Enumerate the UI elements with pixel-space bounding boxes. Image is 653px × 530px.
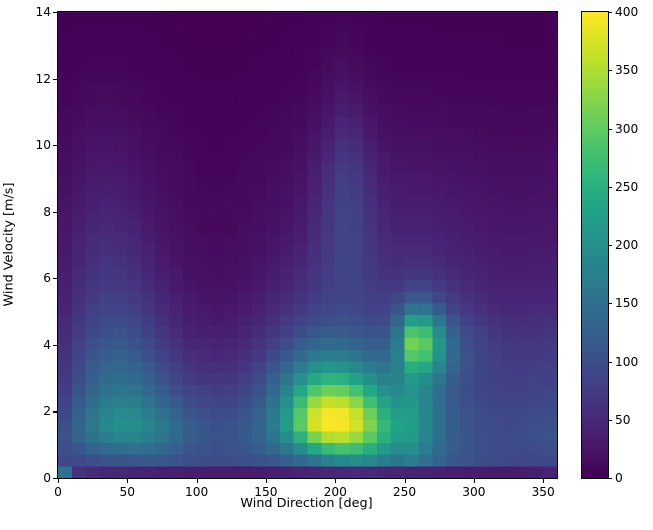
y-tick-mark: [53, 278, 57, 280]
colorbar-tick-label: 300: [615, 121, 639, 136]
y-tick-label: 6: [43, 271, 51, 286]
x-tick-label: 100: [184, 485, 209, 499]
y-tick-label: 4: [43, 337, 51, 352]
colorbar-tick-mark: [608, 303, 612, 305]
colorbar-tick-label: 50: [615, 412, 631, 427]
colorbar-tick-mark: [608, 361, 612, 363]
x-tick-label: 300: [462, 485, 486, 499]
y-tick-label: 10: [35, 138, 51, 153]
y-axis-label-text: Wind Velocity [m/s]: [1, 182, 17, 306]
x-tick-mark: [543, 479, 545, 483]
x-tick-label: 350: [531, 485, 555, 499]
heatmap-image: [58, 12, 557, 478]
x-tick-mark: [335, 479, 337, 483]
x-tick-mark: [127, 479, 129, 483]
x-tick-label: 150: [254, 485, 278, 499]
colorbar-tick-mark: [608, 186, 612, 188]
y-tick-label: 2: [43, 404, 51, 419]
heatmap-plot-area: 0 2 4 6 8 10 12 14 0 50 100 150 200 250 300 350: [35, 6, 558, 498]
colorbar-tick-label: 400: [615, 5, 639, 19]
colorbar-tick-mark: [608, 12, 612, 14]
colorbar-tick-label: 250: [615, 179, 639, 194]
y-tick-mark: [53, 211, 57, 213]
y-tick-label: 8: [43, 204, 51, 219]
colorbar-tick-label: 350: [615, 63, 639, 78]
x-tick-label: 0: [54, 485, 62, 499]
colorbar-tick-label: 200: [615, 238, 639, 252]
x-tick-label: 250: [392, 485, 417, 499]
y-tick-mark: [53, 411, 57, 413]
x-tick-mark: [58, 479, 60, 483]
x-tick-mark: [265, 479, 267, 483]
colorbar-tick-label: 100: [615, 354, 639, 369]
colorbar: 0 50 100 150 200 250 300 350 400: [581, 5, 638, 485]
x-tick-label: 50: [119, 485, 136, 499]
y-tick-mark: [53, 478, 57, 480]
colorbar-tick-label: 150: [615, 296, 639, 311]
colorbar-gradient: [582, 12, 608, 478]
colorbar-tick-label: 0: [615, 471, 623, 485]
y-tick-label: 14: [35, 4, 51, 19]
y-axis-label: Wind Velocity [m/s]: [0, 11, 18, 477]
y-tick-mark: [53, 78, 57, 80]
y-tick-mark: [53, 344, 57, 346]
colorbar-tick-mark: [608, 70, 612, 72]
x-tick-mark: [404, 479, 406, 483]
colorbar-tick-mark: [608, 128, 612, 130]
x-tick-mark: [196, 479, 198, 483]
x-tick-label: 200: [323, 485, 347, 499]
y-tick-mark: [53, 145, 57, 147]
y-tick-mark: [53, 12, 57, 14]
y-tick-label: 0: [43, 470, 51, 485]
colorbar-tick-mark: [608, 245, 612, 247]
y-tick-label: 12: [35, 71, 51, 86]
colorbar-tick-mark: [608, 419, 612, 421]
x-axis-label: Wind Direction [deg]: [240, 496, 373, 511]
x-tick-mark: [473, 479, 475, 483]
colorbar-tick-mark: [608, 478, 612, 480]
